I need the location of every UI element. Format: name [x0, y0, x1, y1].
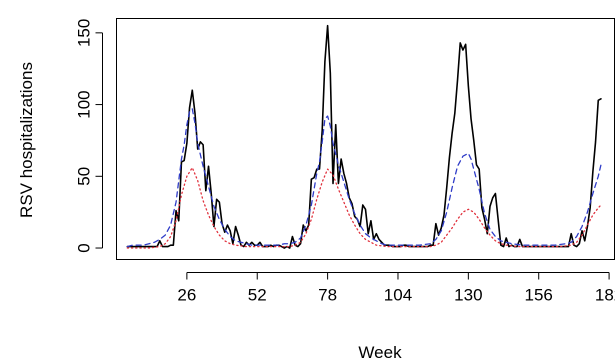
y-tick-label: 0: [75, 243, 94, 252]
series-line-2: [126, 108, 602, 248]
x-tick-label: 130: [454, 286, 482, 305]
x-tick-label: 182: [595, 286, 615, 305]
plot-area-border: [116, 18, 615, 260]
x-tick-label: 52: [248, 286, 267, 305]
x-tick-label: 26: [177, 286, 196, 305]
series-line-3: [126, 167, 602, 249]
x-axis-title: Week: [358, 343, 402, 362]
x-tick-label: 78: [318, 286, 337, 305]
series-layer: [126, 24, 602, 249]
axes-layer: 26 52 78 104 130 156 182 0 50 100 150: [75, 19, 615, 305]
series-line-1: [126, 24, 602, 249]
y-tick-label: 150: [75, 19, 94, 47]
y-axis-title: RSV hospitalizations: [17, 62, 36, 218]
y-tick-label: 100: [75, 90, 94, 118]
y-tick-label: 50: [75, 167, 94, 186]
x-tick-label: 156: [525, 286, 553, 305]
x-tick-label: 104: [384, 286, 412, 305]
